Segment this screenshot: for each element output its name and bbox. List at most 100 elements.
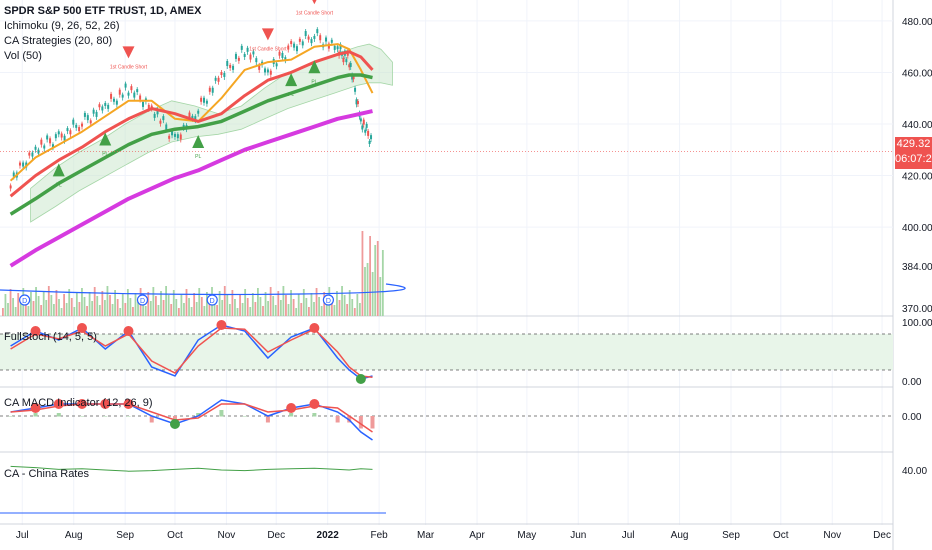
candle-body bbox=[188, 112, 191, 118]
candle-body bbox=[104, 102, 107, 106]
volume-bar bbox=[381, 250, 384, 316]
candle-body bbox=[307, 36, 310, 40]
stoch-dot-buy bbox=[355, 374, 366, 384]
candle-body bbox=[176, 134, 179, 139]
macd-dot-sell bbox=[123, 399, 134, 409]
candle-body bbox=[310, 39, 313, 44]
candle-body bbox=[342, 58, 345, 63]
volume-bar bbox=[188, 298, 190, 316]
month-label: Mar bbox=[417, 530, 435, 541]
volume-bar bbox=[119, 308, 122, 316]
cloud-band bbox=[30, 43, 393, 223]
macd-hist bbox=[103, 416, 108, 417]
rates-tick: 40.00 bbox=[902, 466, 927, 477]
moving-averages bbox=[0, 43, 893, 268]
macd-label[interactable]: CA MACD Indicator (12, 26, 9) bbox=[4, 397, 153, 409]
macd-hist bbox=[149, 416, 154, 423]
candle-body bbox=[354, 87, 357, 92]
volume-bar bbox=[7, 303, 9, 316]
volume-bar bbox=[366, 263, 369, 316]
candle-short-label: 1st Candle Short bbox=[296, 10, 334, 16]
volume-bar bbox=[257, 288, 259, 316]
volume-bar bbox=[35, 287, 37, 316]
stoch-label[interactable]: FullStoch (14, 5, 5) bbox=[4, 331, 97, 343]
volume-bar bbox=[200, 297, 203, 316]
volume-bar bbox=[73, 307, 76, 316]
candle-body bbox=[89, 120, 92, 124]
stoch-dot-sell bbox=[30, 326, 41, 336]
time-axis: Jul Aug Sep Oct Nov Dec 2022 Feb Mar Apr May Jun Jul… bbox=[16, 530, 891, 541]
candle-body bbox=[237, 57, 240, 61]
volume-bar bbox=[55, 290, 58, 316]
candle-body bbox=[136, 89, 139, 93]
candle-body bbox=[22, 162, 25, 167]
pl-label: PL bbox=[288, 92, 294, 98]
month-label: Sep bbox=[116, 530, 134, 541]
candle-body bbox=[9, 185, 12, 189]
volume-bar bbox=[239, 294, 241, 316]
volume-bar bbox=[218, 291, 221, 316]
candle-body bbox=[284, 57, 287, 61]
volume-bar bbox=[58, 299, 60, 316]
pl-label: PL bbox=[311, 79, 317, 85]
macd-dot-sell bbox=[100, 399, 111, 409]
stoch-tick: 0.00 bbox=[902, 377, 922, 388]
macd-hist bbox=[265, 416, 270, 423]
candle-body bbox=[203, 97, 206, 103]
candle-body bbox=[142, 101, 145, 107]
candle-body bbox=[43, 145, 46, 149]
volume-bar bbox=[53, 304, 55, 316]
volume-bar bbox=[183, 303, 185, 316]
volume-bar bbox=[193, 293, 196, 316]
volume-bar bbox=[330, 296, 333, 316]
legend-volume[interactable]: Vol (50) bbox=[4, 50, 42, 62]
volume-bar bbox=[371, 272, 374, 316]
legend-ca-strategies[interactable]: CA Strategies (20, 80) bbox=[4, 35, 113, 47]
volume-bar bbox=[50, 295, 53, 316]
candle-body bbox=[54, 134, 57, 139]
macd-hist bbox=[312, 413, 317, 417]
macd-dot-sell bbox=[77, 399, 88, 409]
volume-bar bbox=[88, 292, 91, 316]
legend-ichimoku[interactable]: Ichimoku (9, 26, 52, 26) bbox=[4, 20, 120, 32]
volume-bar bbox=[190, 307, 193, 316]
volume-bar bbox=[160, 291, 162, 316]
candle-body bbox=[255, 58, 258, 63]
pl-label: PL bbox=[102, 151, 108, 157]
candle-body bbox=[232, 65, 235, 70]
volume-bar bbox=[149, 301, 152, 316]
volume-bar bbox=[287, 304, 290, 316]
candle-body bbox=[31, 152, 34, 157]
volume-bar bbox=[295, 308, 298, 316]
volume-bar bbox=[142, 297, 145, 316]
volume-bar bbox=[32, 301, 35, 316]
sell-signal bbox=[122, 46, 135, 59]
volume-bar bbox=[341, 286, 343, 316]
candle-body bbox=[147, 104, 150, 109]
candle-body bbox=[220, 72, 223, 76]
candle-body bbox=[301, 41, 304, 46]
month-label: Oct bbox=[167, 530, 183, 541]
div-marker bbox=[322, 294, 334, 306]
volume-tick: 384.00 bbox=[902, 262, 932, 273]
candle-body bbox=[95, 111, 98, 117]
volume-bar bbox=[315, 288, 318, 316]
candle-body bbox=[37, 149, 40, 154]
candle-body bbox=[258, 64, 261, 70]
candle-body bbox=[368, 140, 371, 144]
candle-body bbox=[364, 129, 367, 133]
volume-bar bbox=[223, 286, 226, 316]
stoch-band bbox=[0, 334, 893, 370]
volume-bar bbox=[251, 293, 254, 316]
candle-body bbox=[355, 99, 358, 105]
ma-line-3 bbox=[9, 73, 373, 216]
volume-bar bbox=[323, 292, 326, 316]
rates-label[interactable]: CA - China Rates bbox=[4, 468, 89, 480]
pl-label: PL bbox=[195, 154, 201, 160]
volume-bar bbox=[244, 289, 247, 316]
volume-bar bbox=[364, 267, 366, 316]
volume-bar bbox=[14, 307, 17, 316]
month-label: Nov bbox=[823, 530, 841, 541]
candle-body bbox=[156, 109, 159, 115]
